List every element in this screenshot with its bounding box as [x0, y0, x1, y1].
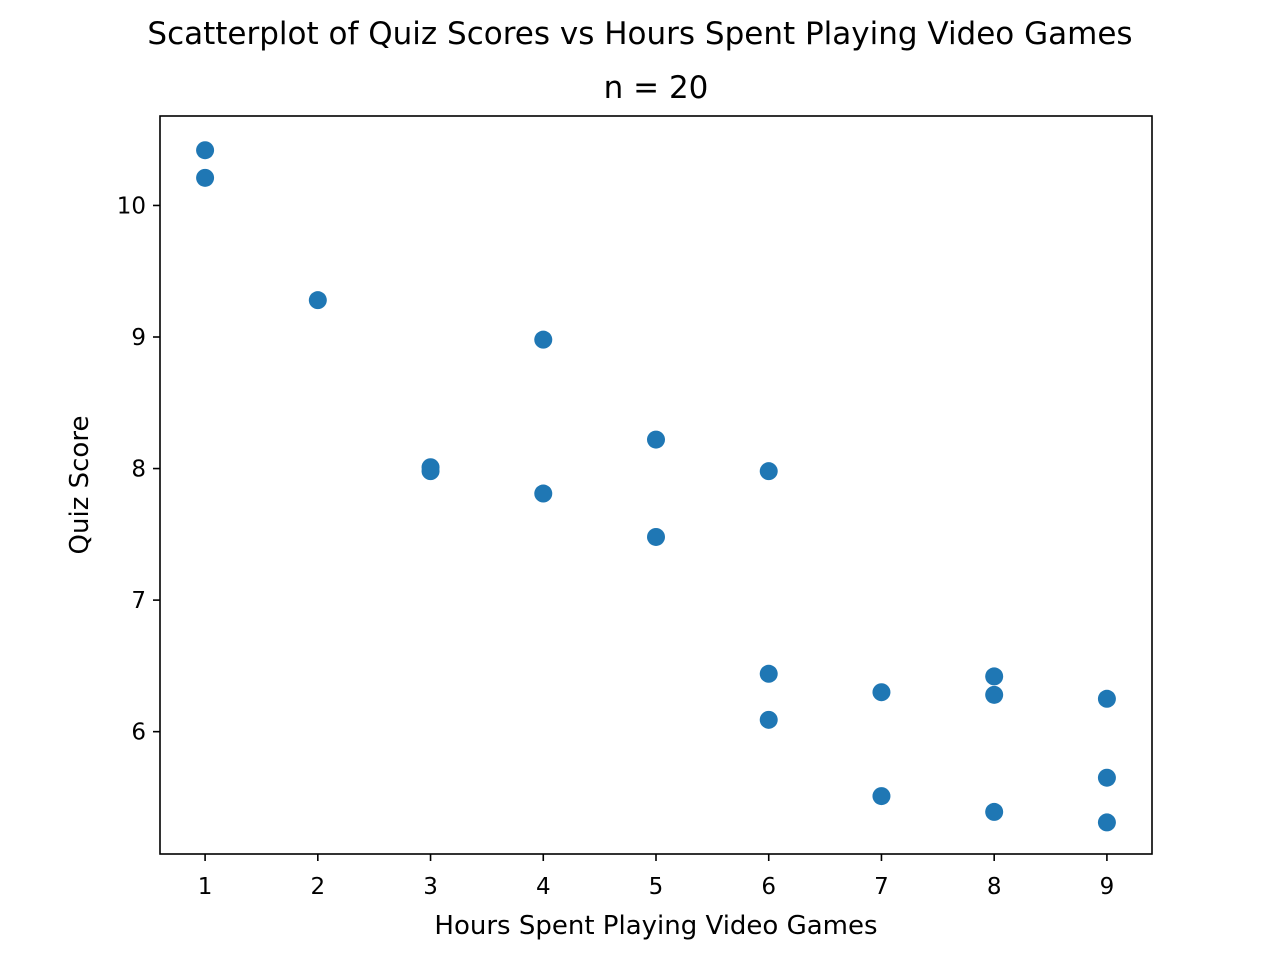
scatter-point	[759, 664, 778, 683]
plot-area	[159, 115, 1153, 855]
y-axis-label: Quiz Score	[65, 416, 95, 555]
y-tick-label: 6	[131, 720, 146, 746]
x-tick-label: 2	[310, 874, 325, 900]
scatter-point	[308, 291, 327, 310]
scatter-point	[872, 787, 891, 806]
x-tick-label: 8	[987, 874, 1002, 900]
scatter-point	[196, 168, 215, 187]
scatter-point	[1097, 813, 1116, 832]
scatter-point	[985, 685, 1004, 704]
y-tick-label: 7	[131, 588, 146, 614]
scatter-point	[421, 462, 440, 481]
data-points	[196, 141, 1116, 832]
x-tick-label: 1	[198, 874, 213, 900]
scatter-point	[985, 802, 1004, 821]
scatter-point	[872, 683, 891, 702]
scatter-point	[1097, 768, 1116, 787]
x-tick-label: 5	[649, 874, 664, 900]
x-tick-label: 3	[423, 874, 438, 900]
y-tick-label: 10	[117, 193, 146, 219]
scatter-point	[196, 141, 215, 160]
chart-subtitle: n = 20	[604, 70, 709, 106]
x-axis-label: Hours Spent Playing Video Games	[434, 911, 877, 941]
y-tick-label: 8	[131, 457, 146, 483]
scatter-point	[1097, 689, 1116, 708]
x-tick-label: 9	[1100, 874, 1115, 900]
y-tick-label: 9	[131, 325, 146, 351]
chart-title: Scatterplot of Quiz Scores vs Hours Spen…	[147, 16, 1132, 52]
y-axis: 6 7 8 9 10	[117, 193, 160, 746]
scatter-point	[534, 330, 553, 349]
scatter-point	[534, 484, 553, 503]
scatter-point	[647, 527, 665, 546]
x-axis: 1 2 3 4 5 6 7 8 9	[198, 854, 1114, 900]
scatter-point	[985, 667, 1004, 686]
x-tick-label: 4	[536, 874, 551, 900]
scatter-point	[759, 710, 778, 729]
x-tick-label: 6	[761, 874, 776, 900]
x-tick-label: 7	[874, 874, 889, 900]
scatter-point	[647, 430, 665, 449]
scatter-point	[759, 462, 778, 481]
